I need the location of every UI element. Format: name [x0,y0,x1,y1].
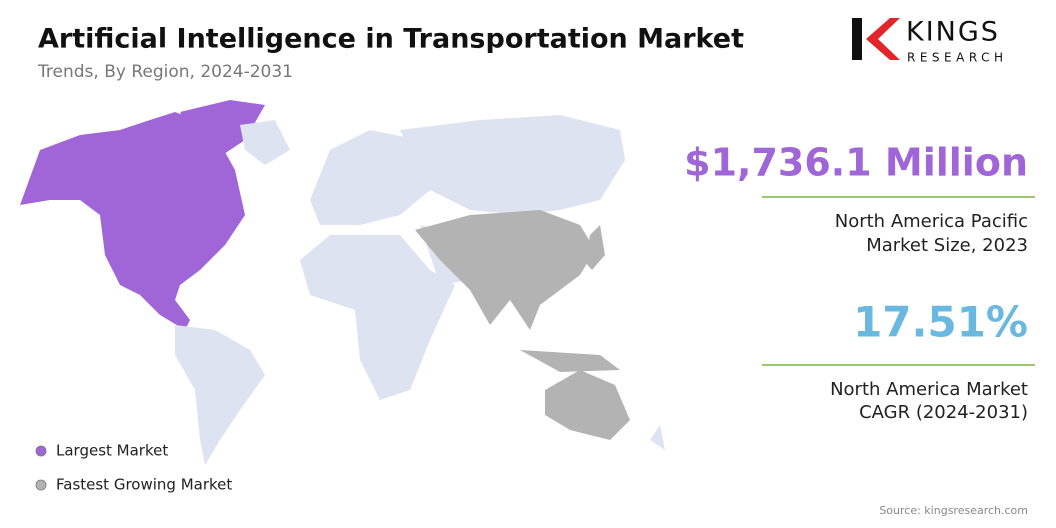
subtitle: Trends, By Region, 2024-2031 [37,62,293,82]
europe [310,130,430,225]
russia [400,115,625,215]
stat-value: $1,736.1 Million [684,141,1028,185]
source: Source: kingsresearch.com [879,504,1028,517]
new-zealand [650,425,665,450]
japan [585,225,605,270]
australia [545,370,630,440]
asia [415,210,595,330]
stat-value: 17.51% [853,298,1028,347]
stat-label: CAGR (2024-2031) [859,402,1028,423]
north-america [20,112,245,330]
africa [300,235,455,400]
world-map [20,100,665,465]
legend-swatch [35,445,47,457]
legend-label: Fastest Growing Market [56,476,232,494]
iceland-area [240,120,290,165]
stat-label: North America Market [830,379,1028,400]
south-america [175,325,265,465]
legend-label: Largest Market [56,442,168,460]
greenland [180,100,265,160]
stat-label: North America Pacific [835,211,1028,232]
logo-tagline: RESEARCH [907,51,1007,65]
logo-name: KINGS [906,17,1000,48]
logo: KINGS RESEARCH [852,17,1007,65]
title: Artificial Intelligence in Transportatio… [38,24,744,55]
legend-swatch [35,479,47,491]
stat-label: Market Size, 2023 [866,235,1028,256]
logo-bar [852,18,862,60]
indonesia [520,350,620,372]
logo-k [866,18,900,60]
